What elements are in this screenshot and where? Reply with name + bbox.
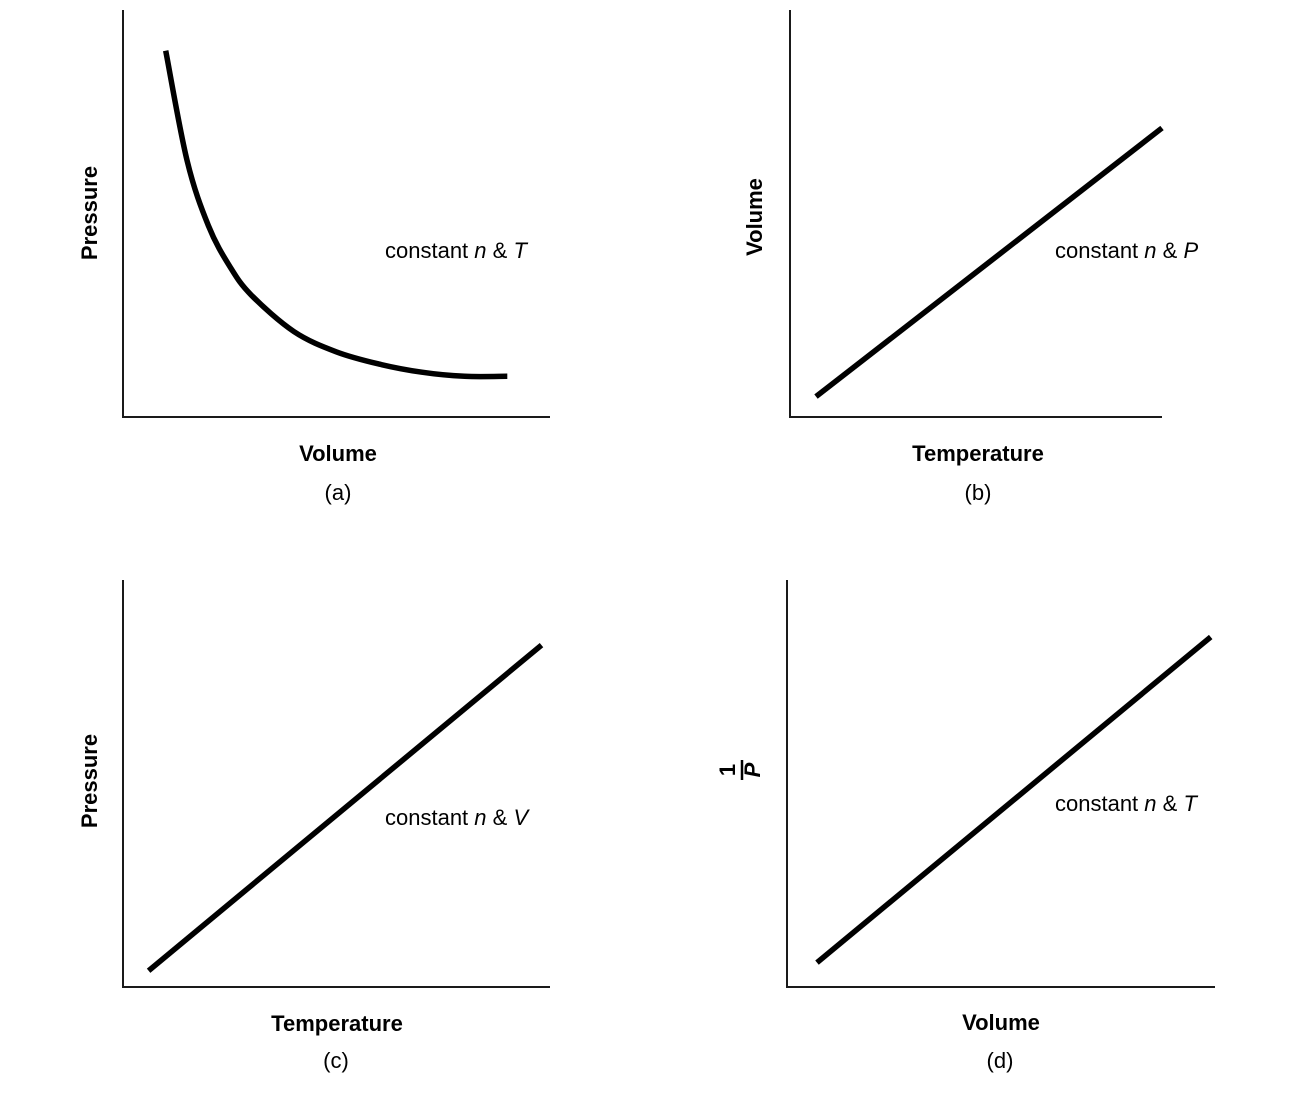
axes-d [786,580,1215,988]
annotation-d-prefix: constant [1055,791,1144,816]
panel-a: Pressure Volume (a) constant n & T [77,10,550,505]
annotation-d-var2: T [1183,791,1198,816]
annotation-c-var2: V [513,805,530,830]
annotation-b-prefix: constant [1055,238,1144,263]
annotation-b: constant n & P [1055,238,1198,263]
panel-label-a: (a) [325,480,352,505]
ylabel-d-denominator: P [740,762,765,777]
annotation-a-var2: T [513,238,528,263]
panel-label-c: (c) [323,1048,349,1073]
annotation-c: constant n & V [385,805,530,830]
axes-b [789,10,1162,418]
ylabel-d: 1 P [715,760,765,780]
xlabel-a: Volume [299,441,377,466]
annotation-c-prefix: constant [385,805,474,830]
xlabel-b: Temperature [912,441,1044,466]
annotation-b-var2: P [1183,238,1198,263]
ylabel-a: Pressure [77,166,102,260]
annotation-b-amp: & [1157,238,1184,263]
axes-c [122,580,550,988]
annotation-c-var1: n [474,805,486,830]
annotation-a: constant n & T [385,238,528,263]
annotation-c-amp: & [487,805,514,830]
annotation-a-var1: n [474,238,486,263]
annotation-b-var1: n [1144,238,1156,263]
series-line-d [815,634,1213,965]
annotation-d-var1: n [1144,791,1156,816]
panel-b: Volume Temperature (b) constant n & P [742,10,1198,505]
series-line-b [814,125,1164,399]
axes-a [122,10,550,418]
ylabel-d-numerator: 1 [715,764,740,776]
annotation-d: constant n & T [1055,791,1198,816]
panel-d: 1 P Volume (d) constant n & T [715,580,1215,1073]
ylabel-c: Pressure [77,734,102,828]
annotation-a-amp: & [487,238,514,263]
series-line-a [163,50,508,380]
series-line-c [146,642,544,973]
xlabel-d: Volume [962,1010,1040,1035]
annotation-d-amp: & [1157,791,1184,816]
ylabel-b: Volume [742,178,767,256]
panel-c: Pressure Temperature (c) constant n & V [77,580,550,1073]
xlabel-c: Temperature [271,1011,403,1036]
panel-label-b: (b) [965,480,992,505]
panel-label-d: (d) [987,1048,1014,1073]
annotation-a-prefix: constant [385,238,474,263]
